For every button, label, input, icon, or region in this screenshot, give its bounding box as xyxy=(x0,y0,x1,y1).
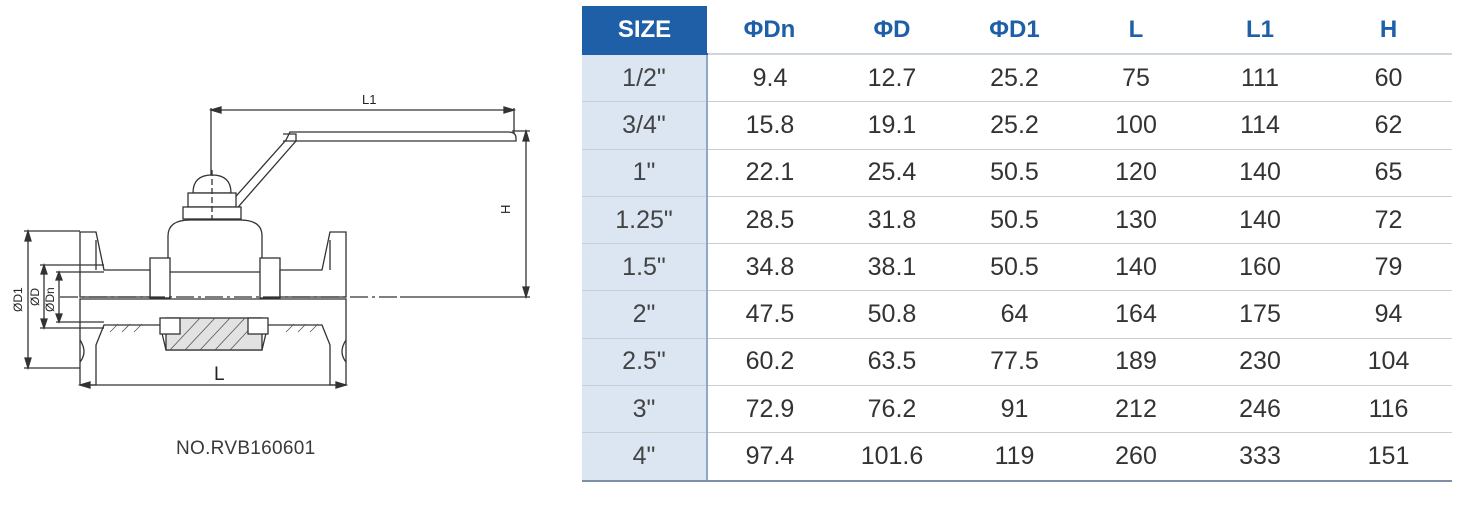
d-cell: 63.5 xyxy=(832,338,952,387)
d-cell: 31.8 xyxy=(832,196,952,245)
spec-table: SIZE ΦDn ΦD ΦD1 L L1 H 1/2" 9.4 12.7 25.… xyxy=(582,6,1452,482)
d1-cell: 25.2 xyxy=(952,54,1077,103)
h-cell: 79 xyxy=(1325,243,1452,292)
header-h: H xyxy=(1325,6,1452,55)
d1-cell: 77.5 xyxy=(952,338,1077,387)
h-cell: 62 xyxy=(1325,101,1452,150)
header-d1: ΦD1 xyxy=(952,6,1077,55)
l-cell: 164 xyxy=(1077,290,1195,339)
d-cell: 19.1 xyxy=(832,101,952,150)
dn-cell: 34.8 xyxy=(707,243,832,292)
h-cell: 60 xyxy=(1325,54,1452,103)
l-cell: 189 xyxy=(1077,338,1195,387)
d1-cell: 119 xyxy=(952,432,1077,482)
l1-cell: 140 xyxy=(1195,196,1325,245)
dn-cell: 72.9 xyxy=(707,385,832,434)
l1-label: L1 xyxy=(362,92,376,107)
d-cell: 76.2 xyxy=(832,385,952,434)
size-cell: 2.5" xyxy=(582,338,708,387)
model-number: NO.RVB160601 xyxy=(176,438,316,459)
l1-cell: 175 xyxy=(1195,290,1325,339)
dn-cell: 22.1 xyxy=(707,149,832,197)
size-cell: 3" xyxy=(582,385,708,434)
l-cell: 212 xyxy=(1077,385,1195,434)
table-row: 1.5" 34.8 38.1 50.5 140 160 79 xyxy=(582,243,1452,292)
size-cell: 1.5" xyxy=(582,243,708,292)
d-cell: 38.1 xyxy=(832,243,952,292)
valve-drawing: L1 H L ØD1 ØD ØDn xyxy=(0,0,560,508)
table-row: 3/4" 15.8 19.1 25.2 100 114 62 xyxy=(582,101,1452,150)
l1-cell: 246 xyxy=(1195,385,1325,434)
l-cell: 120 xyxy=(1077,149,1195,197)
d-cell: 25.4 xyxy=(832,149,952,197)
header-l: L xyxy=(1077,6,1195,55)
table-row: 1" 22.1 25.4 50.5 120 140 65 xyxy=(582,149,1452,197)
l1-cell: 114 xyxy=(1195,101,1325,150)
d-label: ØD xyxy=(28,288,42,306)
d1-cell: 50.5 xyxy=(952,149,1077,197)
table-row: 2.5" 60.2 63.5 77.5 189 230 104 xyxy=(582,338,1452,387)
h-cell: 72 xyxy=(1325,196,1452,245)
size-cell: 3/4" xyxy=(582,101,708,150)
header-dn: ΦDn xyxy=(707,6,832,55)
d1-cell: 50.5 xyxy=(952,196,1077,245)
l1-cell: 160 xyxy=(1195,243,1325,292)
header-l1: L1 xyxy=(1195,6,1325,55)
d1-cell: 91 xyxy=(952,385,1077,434)
d1-cell: 25.2 xyxy=(952,101,1077,150)
d-cell: 12.7 xyxy=(832,54,952,103)
size-cell: 2" xyxy=(582,290,708,339)
dn-cell: 9.4 xyxy=(707,54,832,103)
table-row: 2" 47.5 50.8 64 164 175 94 xyxy=(582,290,1452,339)
d-cell: 50.8 xyxy=(832,290,952,339)
h-cell: 151 xyxy=(1325,432,1452,482)
dn-cell: 15.8 xyxy=(707,101,832,150)
dn-label: ØDn xyxy=(43,287,57,312)
d1-cell: 50.5 xyxy=(952,243,1077,292)
table-row: 4" 97.4 101.6 119 260 333 151 xyxy=(582,432,1452,482)
h-cell: 104 xyxy=(1325,338,1452,387)
h-label: H xyxy=(498,205,513,214)
d1-cell: 64 xyxy=(952,290,1077,339)
ball-valve-diagram: L1 H L ØD1 ØD ØDn xyxy=(11,92,530,389)
header-size: SIZE xyxy=(582,6,707,55)
d1-label: ØD1 xyxy=(11,287,25,312)
dn-cell: 28.5 xyxy=(707,196,832,245)
h-cell: 94 xyxy=(1325,290,1452,339)
dn-cell: 47.5 xyxy=(707,290,832,339)
l1-cell: 333 xyxy=(1195,432,1325,482)
table-row: 1.25" 28.5 31.8 50.5 130 140 72 xyxy=(582,196,1452,245)
header-d: ΦD xyxy=(832,6,952,55)
l1-cell: 140 xyxy=(1195,149,1325,197)
h-cell: 116 xyxy=(1325,385,1452,434)
table-row: 1/2" 9.4 12.7 25.2 75 111 60 xyxy=(582,54,1452,103)
l-label: L xyxy=(214,364,225,385)
d-cell: 101.6 xyxy=(832,432,952,482)
table-header-row: SIZE ΦDn ΦD ΦD1 L L1 H xyxy=(582,6,1452,55)
size-cell: 1/2" xyxy=(582,54,708,103)
size-cell: 1.25" xyxy=(582,196,708,245)
h-cell: 65 xyxy=(1325,149,1452,197)
l-cell: 260 xyxy=(1077,432,1195,482)
size-cell: 1" xyxy=(582,149,708,197)
l-cell: 140 xyxy=(1077,243,1195,292)
l1-cell: 230 xyxy=(1195,338,1325,387)
size-cell: 4" xyxy=(582,432,708,482)
l-cell: 100 xyxy=(1077,101,1195,150)
dn-cell: 60.2 xyxy=(707,338,832,387)
l-cell: 75 xyxy=(1077,54,1195,103)
dn-cell: 97.4 xyxy=(707,432,832,482)
l-cell: 130 xyxy=(1077,196,1195,245)
table-row: 3" 72.9 76.2 91 212 246 116 xyxy=(582,385,1452,434)
l1-cell: 111 xyxy=(1195,54,1325,103)
